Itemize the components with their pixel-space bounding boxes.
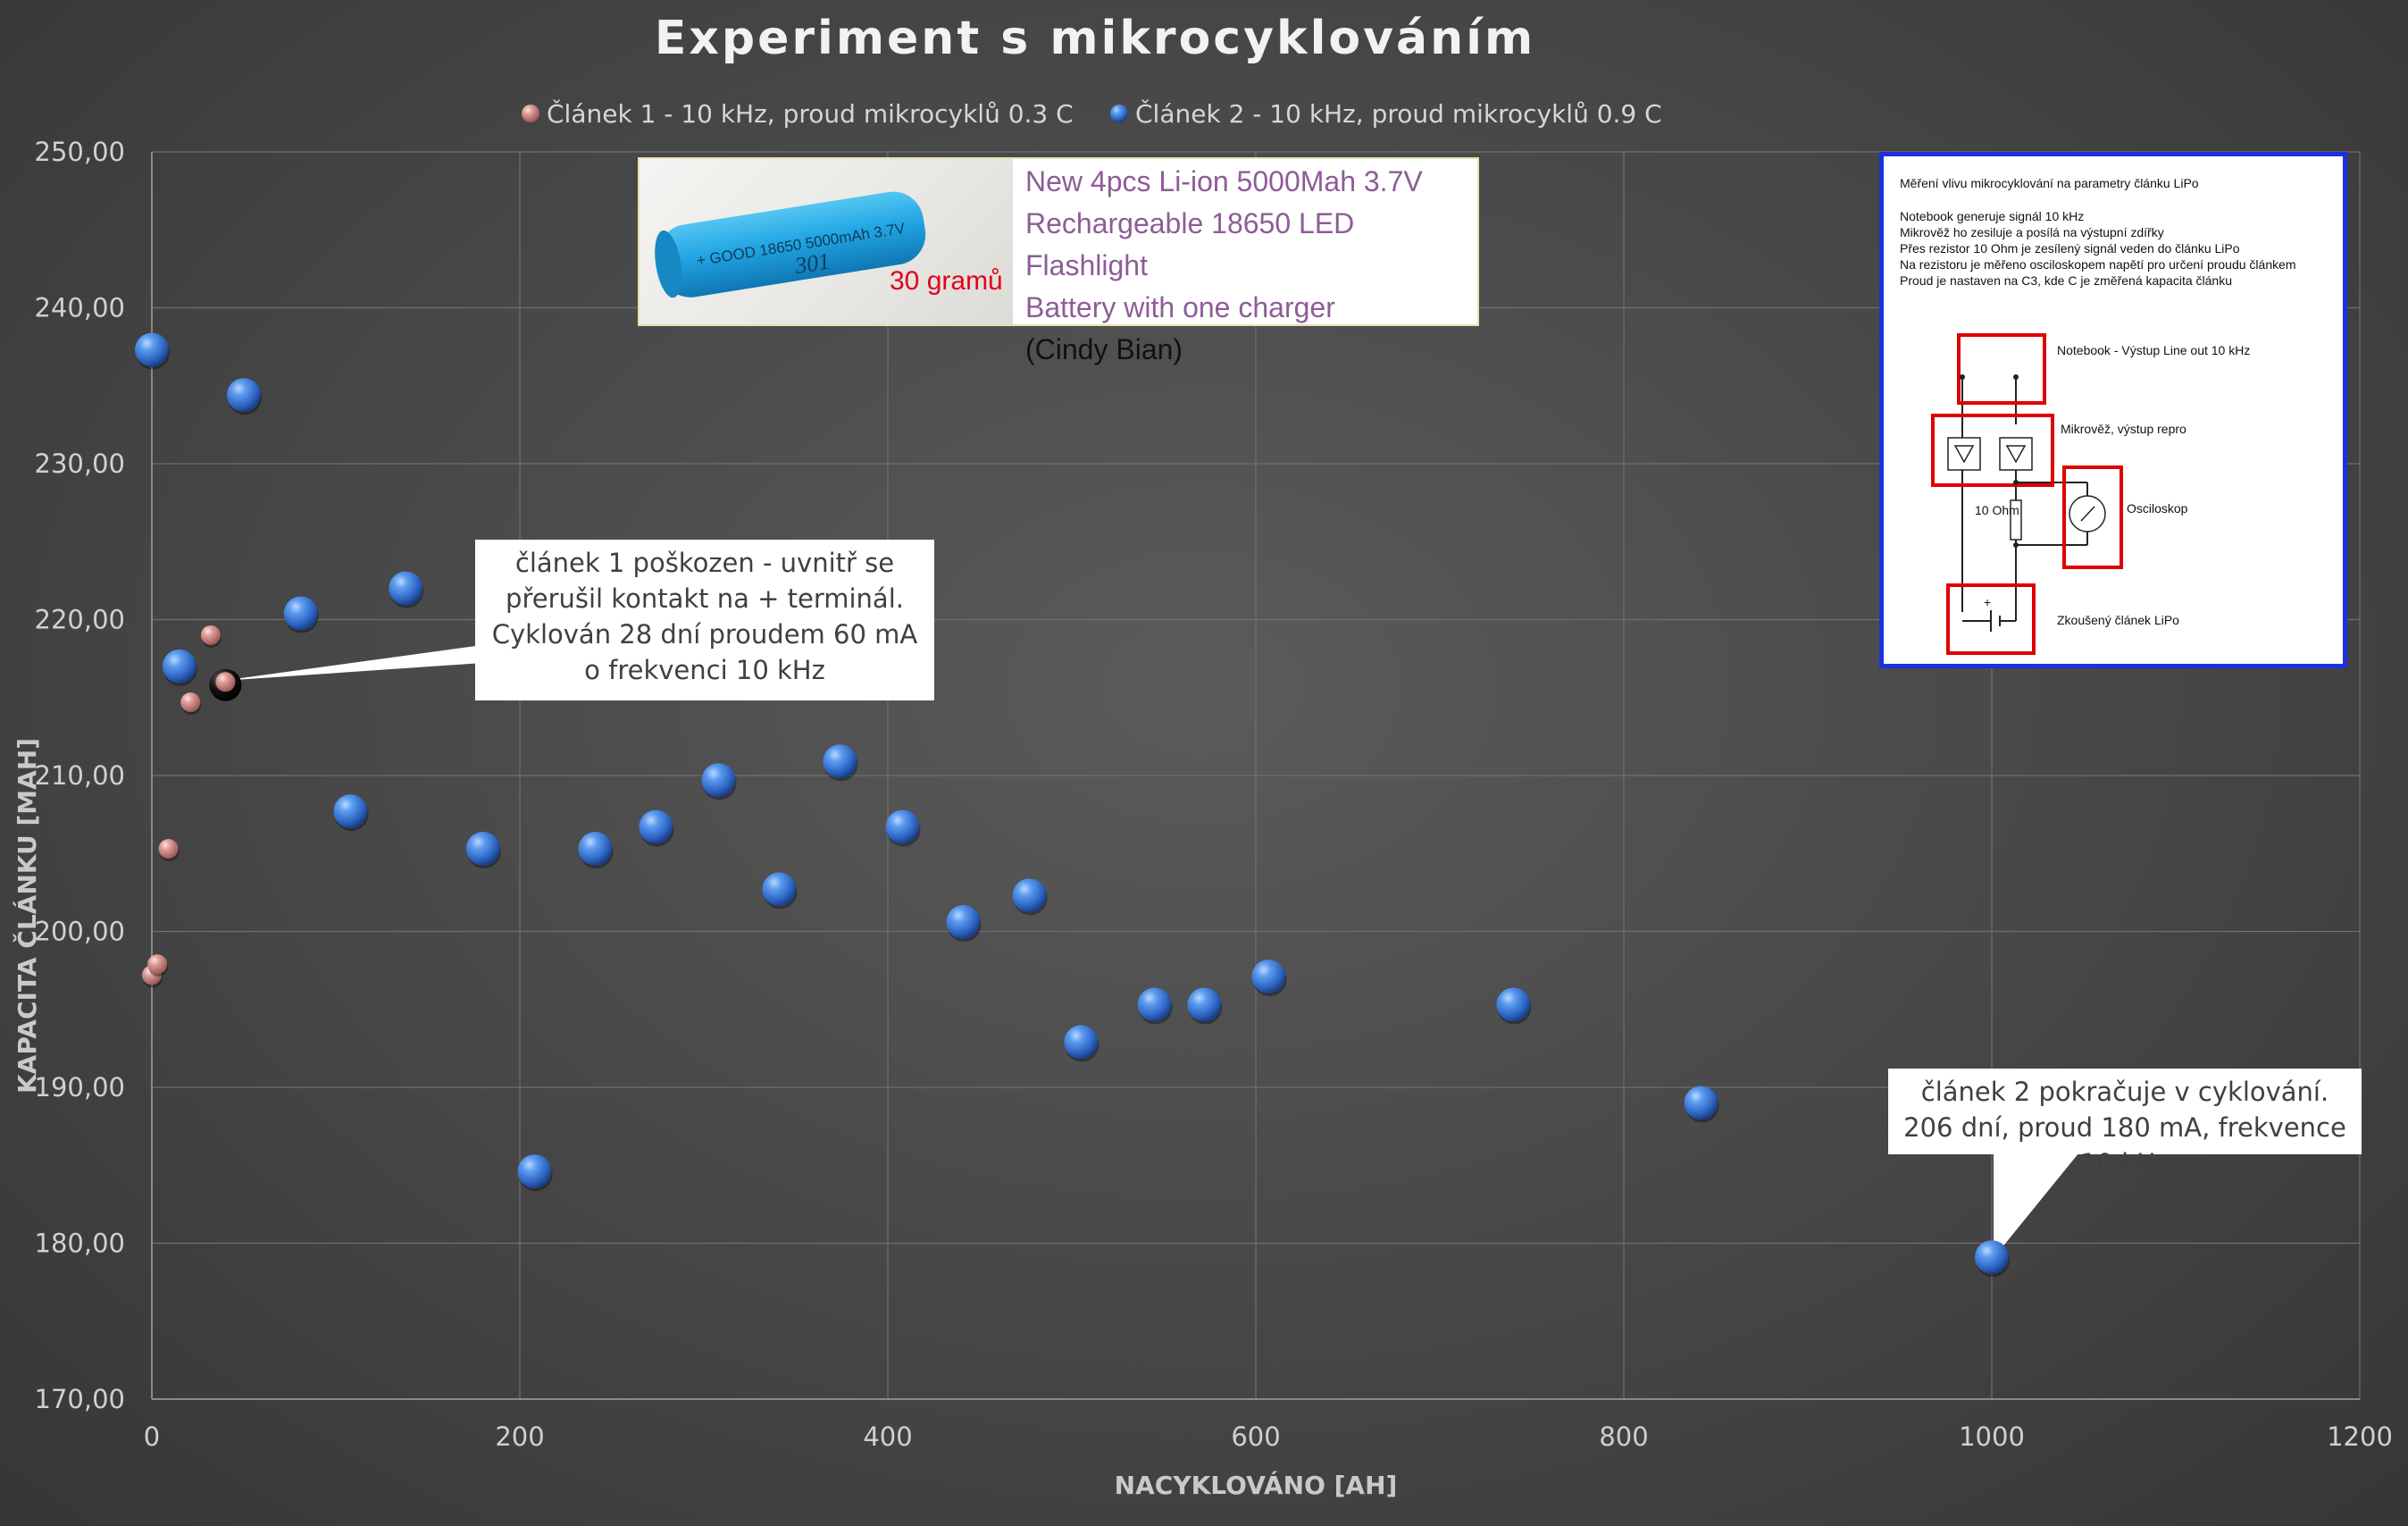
- x-tick-label: 800: [1599, 1421, 1648, 1452]
- legend-label-clanek-1: Článek 1 - 10 kHz, proud mikrocyklů 0.3 …: [547, 98, 1074, 129]
- data-point-clanek-2: [1064, 1025, 1099, 1060]
- data-point-clanek-2: [1975, 1240, 2009, 1275]
- schematic-label-amp: Mikrověž, výstup repro: [2061, 422, 2186, 436]
- data-point-clanek-1: [180, 692, 201, 712]
- schematic-label-notebook: Notebook - Výstup Line out 10 kHz: [2057, 343, 2250, 357]
- product-description: New 4pcs Li-ion 5000Mah 3.7V Rechargeabl…: [1025, 161, 1476, 371]
- legend-marker-clanek-2: [1110, 105, 1128, 122]
- y-tick-label: 180,00: [35, 1228, 125, 1259]
- cell-box: [1946, 583, 2036, 655]
- data-point-clanek-1: [147, 954, 168, 975]
- svg-text:+: +: [1984, 595, 1991, 609]
- x-tick-label: 1200: [2327, 1421, 2393, 1452]
- oscilloscope-box: [2062, 465, 2123, 569]
- y-axis-title: KAPACITA ČLÁNKU [MAH]: [12, 738, 42, 1094]
- data-point-clanek-2: [1137, 987, 1172, 1022]
- data-point-clanek-1: [200, 625, 221, 645]
- schematic-label-resistor: 10 Ohm: [1975, 503, 2019, 517]
- x-tick-label: 600: [1231, 1421, 1280, 1452]
- data-point-clanek-2: [1251, 960, 1286, 994]
- data-point-clanek-2: [639, 809, 673, 844]
- schematic-label-cell: Zkoušený článek LiPo: [2057, 613, 2179, 627]
- data-point-clanek-2: [227, 378, 261, 413]
- battery-handwriting: 301: [792, 247, 832, 279]
- callout-2-pointer: [1994, 1144, 2086, 1258]
- product-line-2: Rechargeable 18650 LED Flashlight: [1025, 207, 1355, 281]
- product-image-panel: + GOOD 18650 5000mAh 3.7V 301 30 gramů N…: [638, 157, 1479, 365]
- data-point-clanek-2: [465, 832, 500, 867]
- legend-marker-clanek-1: [522, 105, 539, 122]
- x-axis-title: NACYKLOVÁNO [AH]: [1115, 1470, 1398, 1500]
- y-tick-label: 210,00: [35, 760, 125, 791]
- schematic-label-scope: Osciloskop: [2127, 501, 2188, 516]
- product-author: (Cindy Bian): [1025, 333, 1183, 365]
- schematic-desc-line: Notebook generuje signál 10 kHz: [1900, 209, 2085, 223]
- y-tick-label: 200,00: [35, 917, 125, 947]
- chart-title: Experiment s mikrocyklováním: [655, 12, 1535, 65]
- data-point-clanek-1: [215, 672, 236, 692]
- product-line-3: Battery with one charger: [1025, 291, 1335, 323]
- data-points: [135, 332, 2010, 1278]
- schematic-panel: Měření vlivu mikrocyklování na parametry…: [1879, 152, 2347, 668]
- data-point-clanek-2: [701, 763, 736, 798]
- schematic-desc-line: Mikrověž ho zesiluje a posílá na výstupn…: [1900, 225, 2164, 239]
- data-point-clanek-2: [1684, 1086, 1718, 1120]
- schematic-description: Notebook generuje signál 10 kHz Mikrověž…: [1900, 208, 2346, 289]
- y-tick-label: 240,00: [35, 293, 125, 323]
- annotation-clanek-2: článek 2 pokračuje v cyklování. 206 dní,…: [1888, 1069, 2362, 1178]
- data-point-clanek-2: [162, 649, 196, 683]
- y-tick-label: 250,00: [35, 137, 125, 167]
- data-point-clanek-2: [762, 872, 797, 907]
- battery-weight: 30 gramů: [890, 266, 1003, 296]
- schematic-desc-line: Přes rezistor 10 Ohm je zesílený signál …: [1900, 241, 2240, 256]
- data-point-clanek-2: [578, 832, 613, 867]
- data-point-clanek-2: [1012, 878, 1047, 913]
- data-point-clanek-2: [333, 794, 368, 829]
- x-tick-label: 0: [144, 1421, 160, 1452]
- data-point-clanek-2: [283, 596, 318, 631]
- callout-1-pointer: [222, 645, 482, 681]
- battery-icon: + GOOD 18650 5000mAh 3.7V 301: [655, 191, 926, 298]
- data-point-clanek-2: [517, 1154, 552, 1189]
- data-point-clanek-2: [389, 571, 423, 606]
- data-point-clanek-1: [158, 839, 179, 859]
- data-point-clanek-2: [1496, 987, 1531, 1022]
- data-point-clanek-2: [135, 332, 169, 367]
- y-tick-label: 230,00: [35, 449, 125, 479]
- circuit-diagram: + Notebook - Výstup Line out 10 kHz Mikr…: [1931, 333, 2250, 655]
- data-point-clanek-2: [1187, 987, 1222, 1022]
- schematic-desc-line: Na rezistoru je měřeno osciloskopem napě…: [1900, 257, 2296, 272]
- x-tick-label: 400: [863, 1421, 912, 1452]
- axis-ticks: 0 200 400 600 800 1000 1200 170,00 180,00 190,00 2…: [35, 137, 2393, 1452]
- y-tick-label: 190,00: [35, 1072, 125, 1103]
- schematic-desc-line: Proud je nastaven na C3, kde C je změřen…: [1900, 273, 2232, 288]
- y-tick-label: 170,00: [35, 1384, 125, 1414]
- data-point-clanek-2: [885, 809, 920, 844]
- schematic-title: Měření vlivu mikrocyklování na parametry…: [1900, 176, 2199, 190]
- legend: Článek 1 - 10 kHz, proud mikrocyklů 0.3 …: [522, 98, 1662, 129]
- amplifier-box: [1931, 414, 2054, 487]
- product-line-1: New 4pcs Li-ion 5000Mah 3.7V: [1025, 165, 1423, 197]
- data-point-clanek-2: [946, 905, 981, 940]
- annotation-clanek-1: článek 1 poškozen - uvnitř se přerušil k…: [475, 540, 934, 700]
- legend-label-clanek-2: Článek 2 - 10 kHz, proud mikrocyklů 0.9 …: [1135, 98, 1662, 129]
- battery-photo: + GOOD 18650 5000mAh 3.7V 301 30 gramů: [640, 159, 1013, 324]
- y-tick-label: 220,00: [35, 605, 125, 635]
- data-point-clanek-2: [823, 744, 857, 779]
- x-tick-label: 1000: [1959, 1421, 2025, 1452]
- x-tick-label: 200: [495, 1421, 544, 1452]
- notebook-box: [1957, 333, 2046, 405]
